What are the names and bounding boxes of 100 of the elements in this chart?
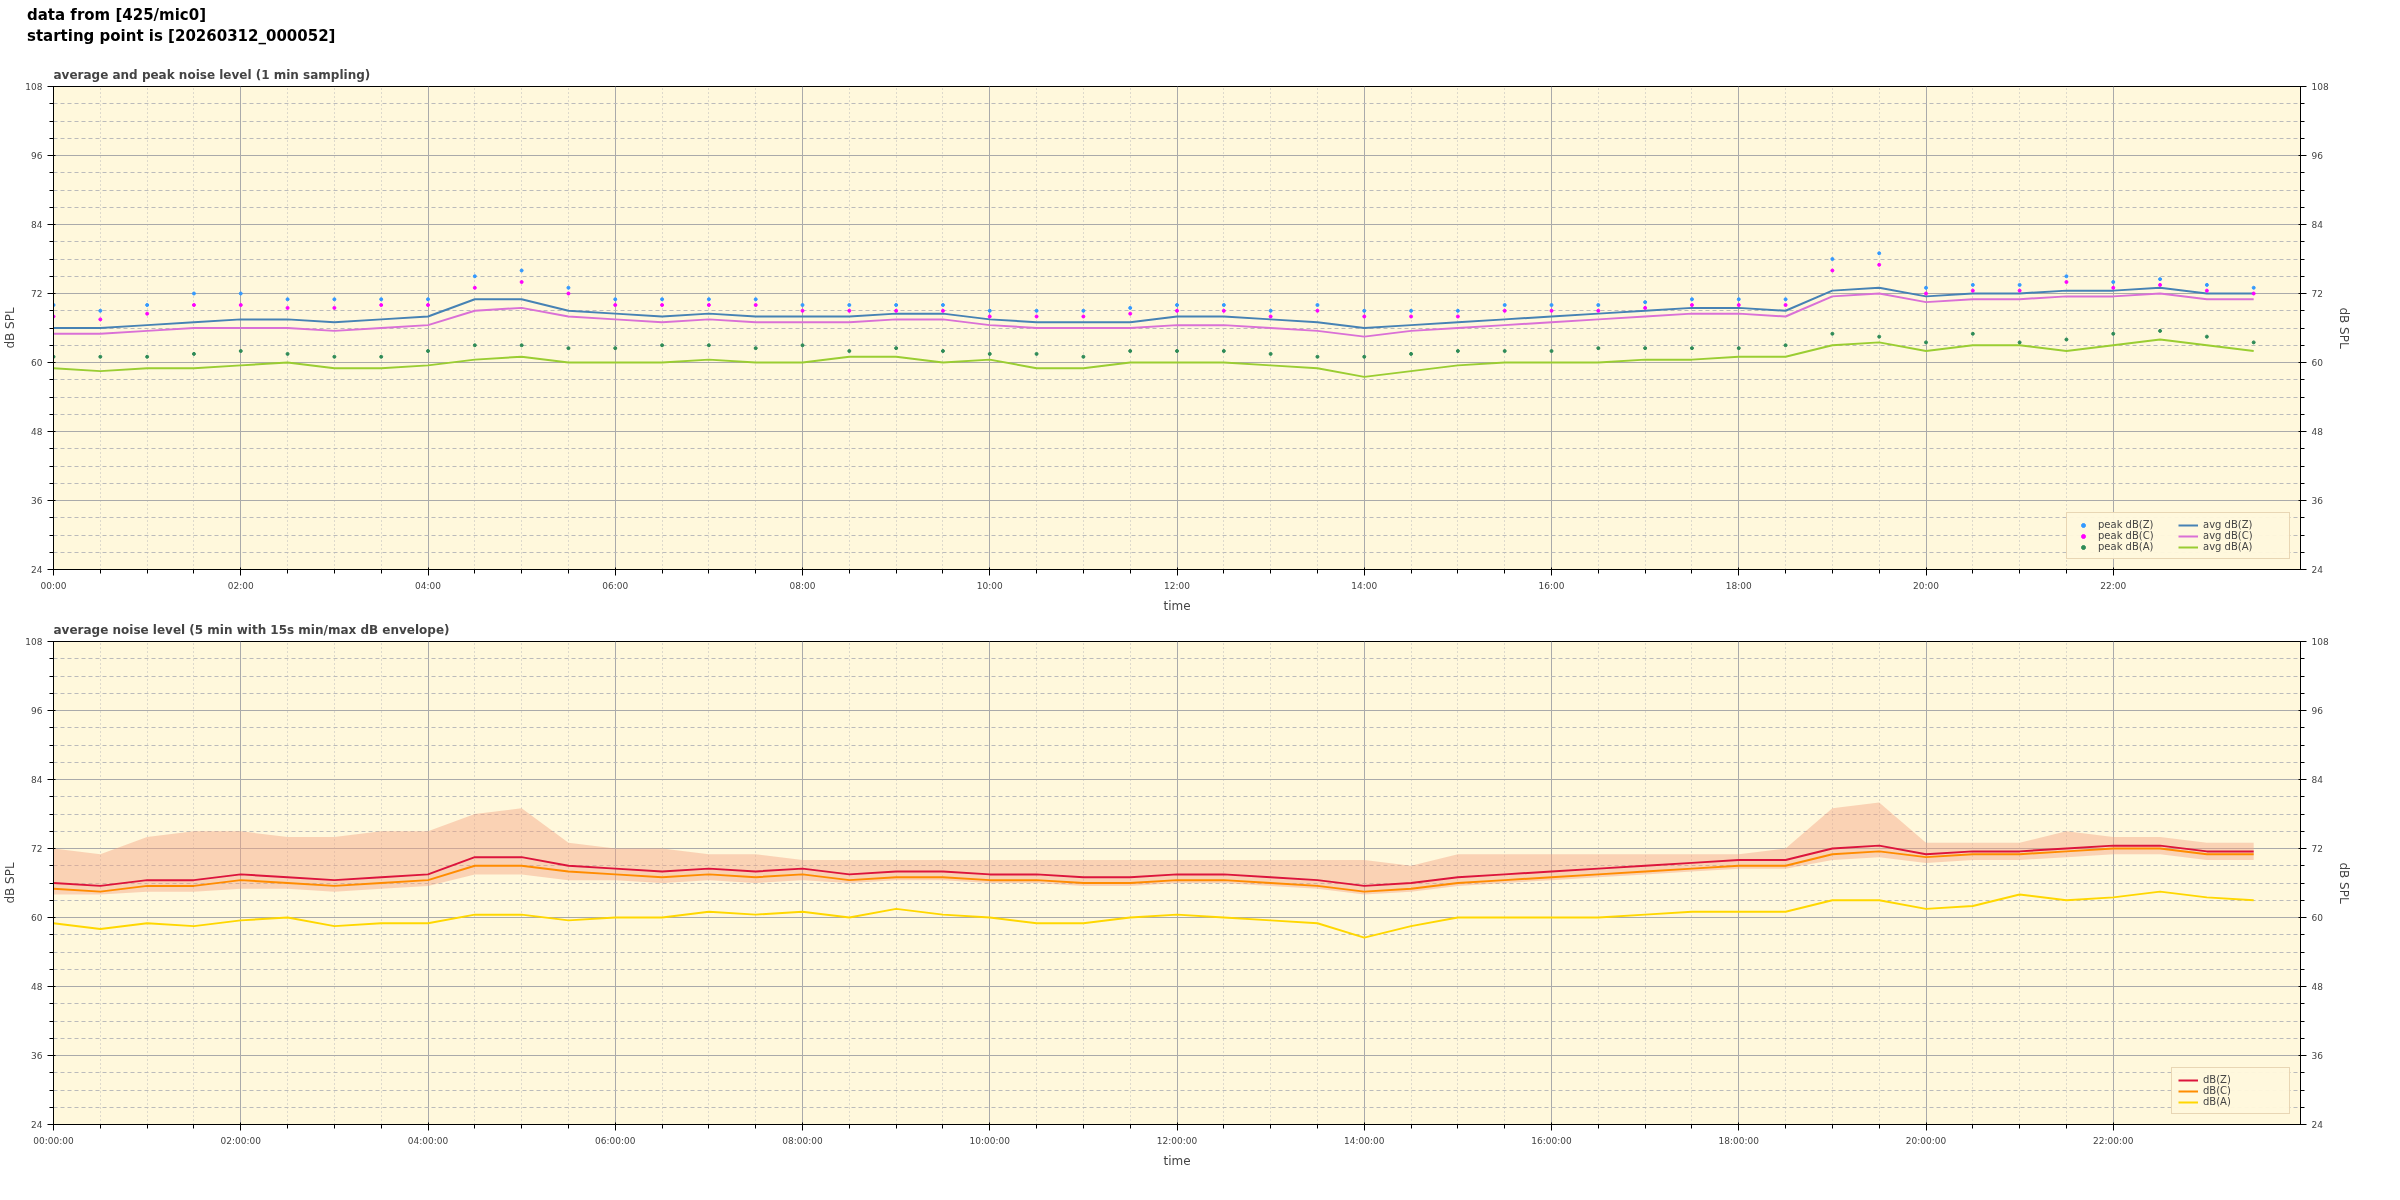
point	[1877, 334, 1882, 339]
point	[1643, 346, 1648, 351]
y2-tick-label: 72	[2311, 844, 2323, 854]
point	[285, 305, 290, 310]
point	[1783, 297, 1788, 302]
point	[2017, 288, 2022, 293]
point	[519, 343, 524, 348]
text: starting point is [20260312_000052]	[27, 27, 336, 46]
point	[1502, 349, 1507, 353]
point	[1596, 346, 1601, 351]
point	[1783, 343, 1788, 348]
x-tick-label: 14:00	[1351, 580, 1378, 591]
legend-label: avg dB(A)	[2203, 541, 2254, 552]
point	[1549, 349, 1554, 353]
point	[1221, 303, 1226, 307]
point	[660, 303, 665, 307]
point	[1409, 308, 1414, 313]
x-tick-label: 02:00:00	[220, 1135, 262, 1146]
point	[1970, 331, 1975, 336]
y2-tick-label: 60	[2311, 913, 2324, 923]
point	[1924, 340, 1928, 345]
point	[2111, 331, 2116, 336]
x-tick-label: 16:00	[1538, 580, 1565, 591]
point	[285, 351, 290, 356]
y2-tick-label: 108	[2311, 82, 2329, 92]
point	[2204, 334, 2209, 339]
point	[1268, 351, 1273, 356]
line-series	[53, 338, 2255, 378]
point	[1549, 303, 1554, 307]
point	[753, 297, 758, 302]
point	[332, 305, 337, 310]
x-tick-label: 14:00:00	[1344, 1135, 1385, 1146]
y-tick-label: 84	[31, 775, 43, 785]
point	[1128, 349, 1133, 353]
point	[145, 354, 150, 359]
y-axis-title: dB SPL	[3, 862, 18, 904]
point	[1315, 354, 1320, 359]
point	[613, 303, 618, 307]
point	[2017, 340, 2022, 345]
y2-axis-title: dB SPL	[2336, 862, 2351, 904]
y2-tick-label: 36	[2311, 1051, 2324, 1061]
y-axis-title: dB SPL	[3, 307, 18, 349]
x-tick-label: 16:00:00	[1531, 1135, 1572, 1146]
point	[2017, 282, 2022, 287]
line-series	[53, 847, 2255, 893]
y-tick-label: 48	[31, 427, 43, 437]
point	[191, 303, 196, 307]
point	[987, 314, 992, 319]
legend-label: dB(A)	[2203, 1096, 2232, 1107]
x-tick-label: 22:00	[2100, 580, 2127, 591]
point	[1643, 300, 1648, 305]
y-tick-label: 108	[25, 82, 43, 92]
y2-tick-label: 108	[2311, 637, 2329, 647]
y2-tick-label: 60	[2311, 358, 2324, 368]
point	[660, 297, 665, 302]
point	[847, 349, 852, 353]
legend-label: avg dB(C)	[2203, 530, 2254, 541]
legend-label: peak dB(Z)	[2098, 519, 2155, 530]
point	[1315, 303, 1320, 307]
point	[847, 308, 852, 313]
point	[1268, 308, 1273, 313]
legend-label: dB(Z)	[2203, 1074, 2232, 1085]
point	[98, 354, 103, 359]
point	[145, 303, 150, 307]
point	[191, 351, 196, 356]
point	[2251, 340, 2256, 345]
point	[1455, 314, 1460, 319]
point	[332, 354, 337, 359]
point	[753, 346, 758, 351]
y2-tick-label: 24	[2311, 1120, 2324, 1130]
point	[894, 346, 899, 351]
point	[613, 346, 618, 351]
point	[1175, 308, 1179, 313]
point	[1970, 282, 1975, 287]
point	[1362, 354, 1367, 359]
point	[1455, 349, 1460, 353]
point	[1175, 303, 1179, 307]
legend-label: dB(C)	[2203, 1085, 2232, 1096]
point	[566, 285, 571, 290]
point	[1221, 308, 1226, 313]
y-tick-label: 96	[31, 706, 43, 716]
point	[1783, 303, 1788, 307]
point	[894, 308, 899, 313]
point	[1924, 291, 1928, 296]
y2-tick-label: 96	[2311, 151, 2324, 161]
point	[2064, 337, 2069, 342]
point	[800, 343, 805, 348]
point	[1502, 308, 1507, 313]
point	[1643, 305, 1648, 310]
point	[660, 343, 665, 348]
legend-label: peak dB(A)	[2098, 541, 2155, 552]
point	[238, 349, 243, 353]
point	[1689, 346, 1694, 351]
point	[753, 303, 758, 307]
point	[379, 354, 384, 359]
y2-tick-label: 72	[2311, 289, 2323, 299]
point	[285, 297, 290, 302]
y-tick-label: 24	[31, 1120, 43, 1130]
y2-tick-label: 48	[2311, 982, 2324, 992]
point	[426, 303, 430, 307]
